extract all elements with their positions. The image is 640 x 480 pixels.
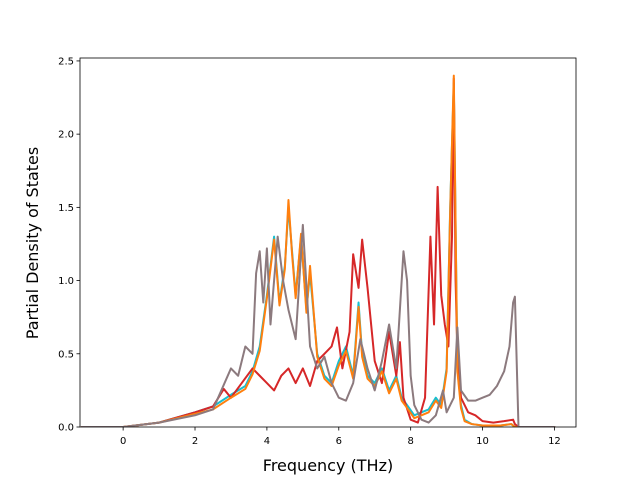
- series-line-3: [80, 74, 556, 427]
- y-tick-label: 2.5: [58, 56, 74, 67]
- x-tick-label: 0: [120, 436, 126, 447]
- x-tick-label: 8: [407, 436, 413, 447]
- x-tick-label: 6: [336, 436, 342, 447]
- series-line-4: [80, 223, 556, 427]
- y-tick-label: 1.0: [58, 276, 74, 287]
- y-axis: 0.0 0.5 1.0 1.5 2.0 2.5: [58, 56, 80, 434]
- y-tick-label: 0.5: [58, 349, 74, 360]
- y-tick-label: 0.0: [58, 423, 74, 434]
- y-tick-label: 1.5: [58, 203, 74, 214]
- x-axis: 0 2 4 6 8 10 12: [120, 427, 561, 447]
- x-tick-label: 2: [192, 436, 198, 447]
- x-tick-label: 4: [264, 436, 270, 447]
- plot-frame: [79, 57, 577, 428]
- y-axis-label: Partial Density of States: [23, 147, 42, 339]
- series-layer: [80, 74, 556, 427]
- x-tick-label: 10: [476, 436, 489, 447]
- x-axis-label: Frequency (THz): [263, 456, 393, 475]
- y-tick-label: 2.0: [58, 130, 74, 141]
- x-tick-label: 12: [548, 436, 561, 447]
